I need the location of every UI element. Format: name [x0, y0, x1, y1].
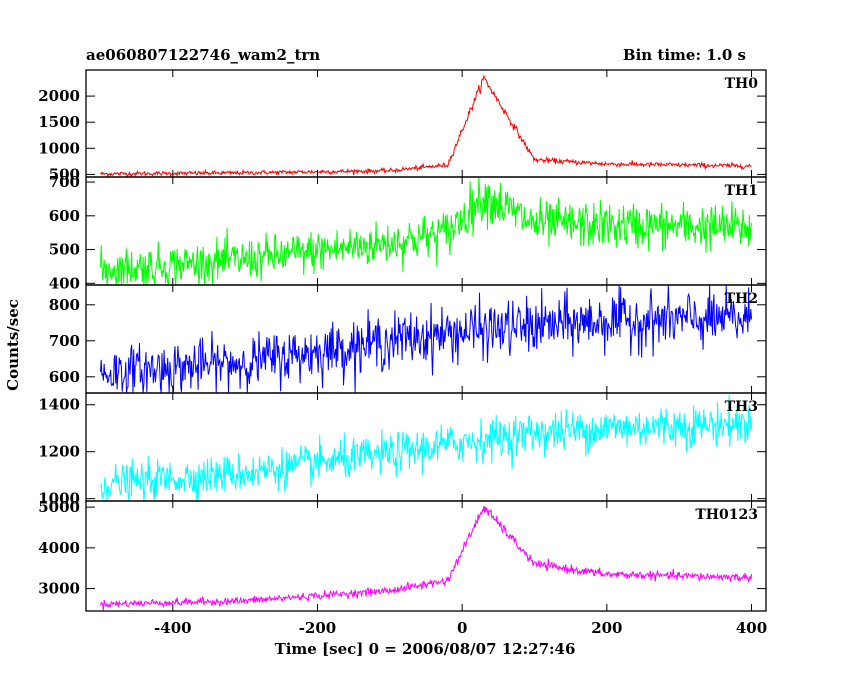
y-tick-label: 700: [49, 173, 80, 191]
y-tick-label: 700: [49, 332, 80, 350]
y-tick-label: 1000: [38, 490, 80, 508]
panel-frame: [85, 69, 767, 178]
series-line-th0: [100, 74, 752, 178]
panel-th0: 500 1000 1500 2000 TH0: [38, 69, 767, 183]
panel-th3: 1000 1200 1400 TH3: [38, 392, 767, 508]
y-axis-label: Counts/sec: [4, 299, 22, 391]
series-line-th1: [100, 176, 752, 286]
panel-th1: 400 500 600 700 TH1: [49, 173, 767, 292]
y-tick-label: 800: [49, 296, 80, 314]
y-tick-label: 5000: [38, 498, 80, 516]
bin-time-label: Bin time: 1.0 s: [623, 46, 746, 64]
y-tick-label: 3000: [38, 580, 80, 598]
y-tick-label: 2000: [38, 87, 80, 105]
y-tick-label: 1500: [38, 113, 80, 131]
panels-group: 500 1000 1500 2000 TH0 400 500 600 700 TH1 600 700 8…: [38, 69, 767, 612]
panel-label: TH0: [725, 76, 759, 92]
y-tick-label: 400: [49, 274, 80, 292]
x-tick-label: 0: [457, 619, 467, 637]
y-tick-label: 600: [49, 368, 80, 386]
x-tick-label: -400: [154, 619, 192, 637]
panel-label: TH0123: [695, 507, 758, 523]
x-tick-label: 200: [591, 619, 622, 637]
panel-label: TH3: [725, 399, 758, 415]
panel-frame: [85, 500, 767, 612]
x-axis-label: Time [sec] 0 = 2006/08/07 12:27:46: [275, 640, 576, 658]
panel-th0123: 3000 4000 5000 TH0123: [38, 498, 767, 612]
y-tick-label: 1000: [38, 139, 80, 157]
x-tick-label: 400: [736, 619, 767, 637]
series-line-th0123: [100, 505, 752, 611]
y-tick-label: 1200: [38, 443, 80, 461]
y-tick-label: 1400: [38, 396, 80, 414]
series-line-th2: [100, 284, 752, 394]
panel-label: TH1: [725, 183, 758, 199]
x-axis-ticks: -400 -200 0 200 400: [154, 619, 767, 637]
panel-frame: [85, 176, 767, 286]
series-line-th3: [100, 394, 752, 502]
x-tick-label: -200: [299, 619, 337, 637]
y-tick-label: 500: [49, 241, 80, 259]
y-tick-label: 4000: [38, 539, 80, 557]
panel-th2: 600 700 800 TH2: [49, 284, 767, 394]
y-tick-label: 600: [49, 207, 80, 225]
chart-title: ae060807122746_wam2_trn: [86, 46, 320, 64]
panel-label: TH2: [725, 291, 758, 307]
y-tick-label: 500: [49, 165, 80, 183]
